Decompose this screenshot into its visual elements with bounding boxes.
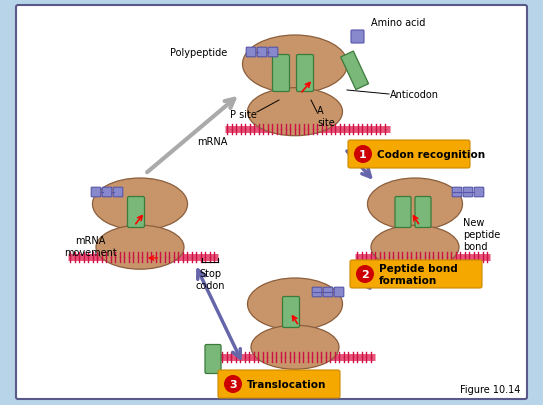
Text: 3: 3: [229, 379, 237, 389]
FancyBboxPatch shape: [113, 188, 123, 197]
Text: Amino acid: Amino acid: [371, 18, 425, 28]
FancyBboxPatch shape: [415, 197, 431, 228]
Circle shape: [224, 375, 242, 393]
Text: Stop
codon: Stop codon: [195, 269, 225, 290]
Text: New
peptide
bond: New peptide bond: [463, 218, 500, 251]
Text: P site: P site: [230, 110, 257, 120]
Ellipse shape: [368, 179, 463, 230]
Text: 1: 1: [359, 149, 367, 160]
FancyBboxPatch shape: [268, 48, 278, 58]
FancyBboxPatch shape: [351, 31, 364, 44]
FancyBboxPatch shape: [296, 55, 313, 92]
Text: Codon recognition: Codon recognition: [377, 149, 485, 160]
FancyBboxPatch shape: [334, 288, 344, 297]
FancyBboxPatch shape: [282, 297, 300, 328]
Text: mRNA
movement: mRNA movement: [64, 236, 116, 257]
Ellipse shape: [243, 36, 348, 94]
Text: Anticodon: Anticodon: [390, 90, 439, 100]
Circle shape: [356, 265, 374, 284]
FancyBboxPatch shape: [205, 345, 221, 373]
FancyBboxPatch shape: [128, 197, 144, 228]
FancyBboxPatch shape: [323, 288, 333, 297]
Text: Translocation: Translocation: [247, 379, 326, 389]
Ellipse shape: [92, 179, 187, 230]
FancyBboxPatch shape: [102, 188, 112, 197]
FancyBboxPatch shape: [218, 370, 340, 398]
Text: mRNA: mRNA: [198, 136, 228, 147]
FancyBboxPatch shape: [312, 288, 322, 297]
FancyBboxPatch shape: [348, 141, 470, 168]
Ellipse shape: [248, 88, 343, 136]
Text: 2: 2: [361, 269, 369, 279]
FancyBboxPatch shape: [91, 188, 101, 197]
FancyBboxPatch shape: [350, 260, 482, 288]
Ellipse shape: [96, 226, 184, 270]
Ellipse shape: [371, 226, 459, 270]
FancyBboxPatch shape: [474, 188, 484, 197]
Text: Figure 10.14: Figure 10.14: [460, 384, 520, 394]
FancyBboxPatch shape: [452, 188, 462, 197]
Text: Peptide bond
formation: Peptide bond formation: [379, 264, 458, 285]
FancyBboxPatch shape: [463, 188, 473, 197]
FancyBboxPatch shape: [257, 48, 267, 58]
FancyBboxPatch shape: [246, 48, 256, 58]
Circle shape: [354, 146, 372, 164]
Text: Polypeptide: Polypeptide: [170, 48, 227, 58]
Text: A
site: A site: [317, 106, 334, 128]
FancyBboxPatch shape: [395, 197, 411, 228]
Polygon shape: [340, 52, 369, 90]
FancyBboxPatch shape: [16, 6, 527, 399]
FancyBboxPatch shape: [273, 55, 289, 92]
Ellipse shape: [251, 325, 339, 369]
Ellipse shape: [248, 278, 343, 330]
